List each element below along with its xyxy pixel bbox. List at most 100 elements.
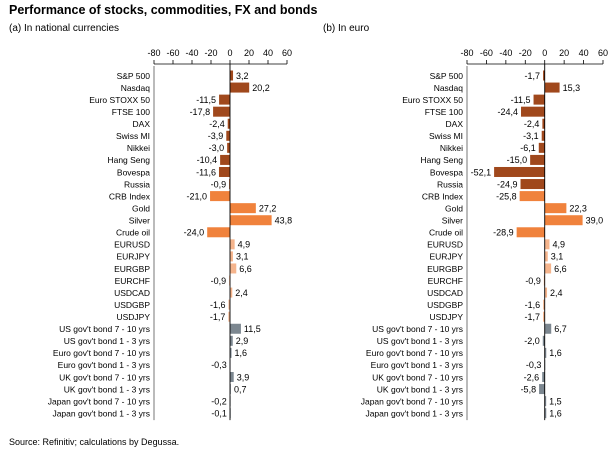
category-label: Swiss MI bbox=[116, 131, 150, 141]
data-label: -2,4 bbox=[209, 119, 225, 129]
bar bbox=[230, 347, 232, 358]
category-label: Euro gov't bond 1 - 3 yrs bbox=[58, 360, 150, 370]
chart-title: Performance of stocks, commodities, FX a… bbox=[9, 3, 318, 17]
bar bbox=[230, 82, 250, 93]
data-label: 3,1 bbox=[236, 252, 249, 262]
bar bbox=[230, 215, 272, 226]
bar bbox=[218, 166, 230, 177]
data-label: -17,8 bbox=[190, 107, 211, 117]
category-label: Japan gov't bond 7 - 10 yrs bbox=[48, 396, 150, 406]
source-note: Source: Refinitiv; calculations by Degus… bbox=[9, 437, 180, 447]
data-label: -11,5 bbox=[196, 95, 216, 105]
category-label: Nikkei bbox=[440, 143, 463, 153]
category-label: EURJPY bbox=[116, 252, 150, 262]
bar bbox=[220, 154, 230, 165]
data-label: 6,6 bbox=[239, 264, 252, 274]
data-label: 15,3 bbox=[563, 83, 581, 93]
bar bbox=[516, 227, 545, 238]
bar bbox=[230, 70, 234, 81]
data-label: 43,8 bbox=[275, 216, 293, 226]
category-label: Euro STOXX 50 bbox=[402, 95, 463, 105]
category-label: Swiss MI bbox=[429, 131, 463, 141]
category-label: US gov't bond 7 - 10 yrs bbox=[372, 324, 463, 334]
data-label: -0,2 bbox=[211, 396, 227, 406]
category-label: Silver bbox=[129, 216, 150, 226]
category-label: EURUSD bbox=[427, 240, 463, 250]
category-label: USDGBP bbox=[427, 300, 463, 310]
category-label: USDJPY bbox=[116, 312, 150, 322]
data-label: -1,7 bbox=[525, 71, 541, 81]
category-label: Nikkei bbox=[127, 143, 150, 153]
data-label: -2,4 bbox=[524, 119, 540, 129]
data-label: -24,9 bbox=[497, 179, 518, 189]
category-label: Russia bbox=[124, 179, 150, 189]
data-label: 1,6 bbox=[235, 348, 248, 358]
category-label: Euro STOXX 50 bbox=[89, 95, 150, 105]
bar bbox=[230, 335, 233, 346]
bar bbox=[544, 239, 550, 250]
category-label: UK gov't bond 7 - 10 yrs bbox=[59, 372, 150, 382]
category-label: Hang Seng bbox=[107, 155, 150, 165]
category-label: Euro gov't bond 7 - 10 yrs bbox=[366, 348, 463, 358]
data-label: -1,6 bbox=[210, 300, 226, 310]
data-label: -0,9 bbox=[211, 276, 227, 286]
bar bbox=[544, 287, 548, 298]
bar bbox=[227, 142, 230, 153]
data-label: 1,6 bbox=[549, 408, 562, 418]
category-label: EURJPY bbox=[429, 252, 463, 262]
category-label: EURCHF bbox=[428, 276, 463, 286]
x-tick-label: 0 bbox=[542, 48, 547, 58]
data-label: 0,7 bbox=[234, 384, 247, 394]
bar bbox=[539, 384, 545, 395]
x-tick-label: -20 bbox=[204, 48, 217, 58]
data-label: 39,0 bbox=[586, 216, 604, 226]
x-tick-label: -80 bbox=[147, 48, 160, 58]
data-label: 3,9 bbox=[237, 372, 250, 382]
bar bbox=[228, 299, 230, 310]
category-label: EURGBP bbox=[427, 264, 463, 274]
data-label: -28,9 bbox=[493, 228, 514, 238]
x-tick-label: -60 bbox=[166, 48, 179, 58]
bar bbox=[543, 311, 545, 322]
category-label: UK gov't bond 1 - 3 yrs bbox=[377, 384, 463, 394]
bar bbox=[213, 106, 230, 117]
data-label: 27,2 bbox=[259, 203, 277, 213]
data-label: -6,1 bbox=[520, 143, 536, 153]
data-label: -25,8 bbox=[496, 191, 517, 201]
data-label: 22,3 bbox=[569, 203, 587, 213]
category-label: Crude oil bbox=[429, 228, 463, 238]
data-label: -24,4 bbox=[497, 107, 518, 117]
data-label: 3,1 bbox=[551, 252, 564, 262]
category-label: DAX bbox=[133, 119, 151, 129]
category-label: UK gov't bond 7 - 10 yrs bbox=[372, 372, 463, 382]
x-tick-label: -40 bbox=[499, 48, 512, 58]
data-label: 3,2 bbox=[236, 71, 249, 81]
bar bbox=[544, 396, 547, 407]
bar bbox=[230, 203, 256, 214]
category-label: Nasdaq bbox=[434, 83, 464, 93]
bar bbox=[542, 118, 545, 129]
category-label: Russia bbox=[437, 179, 463, 189]
category-label: DAX bbox=[446, 119, 464, 129]
category-label: US gov't bond 1 - 3 yrs bbox=[64, 336, 150, 346]
bar bbox=[494, 166, 545, 177]
bar bbox=[227, 118, 230, 129]
data-label: 11,5 bbox=[244, 324, 261, 334]
bar bbox=[544, 82, 560, 93]
data-label: -15,0 bbox=[507, 155, 528, 165]
bar bbox=[219, 94, 230, 105]
data-label: -0,1 bbox=[211, 408, 227, 418]
category-label: EURUSD bbox=[114, 240, 150, 250]
bar bbox=[538, 142, 545, 153]
category-label: FTSE 100 bbox=[112, 107, 151, 117]
category-label: Bovespa bbox=[430, 167, 463, 177]
bar bbox=[210, 191, 230, 202]
bar bbox=[230, 239, 235, 250]
bar bbox=[230, 263, 237, 274]
data-label: -10,4 bbox=[197, 155, 218, 165]
data-label: 1,5 bbox=[549, 396, 562, 406]
category-label: Crude oil bbox=[116, 228, 150, 238]
x-tick-label: -80 bbox=[460, 48, 473, 58]
category-label: CRB Index bbox=[109, 191, 151, 201]
data-label: 4,9 bbox=[552, 240, 565, 250]
